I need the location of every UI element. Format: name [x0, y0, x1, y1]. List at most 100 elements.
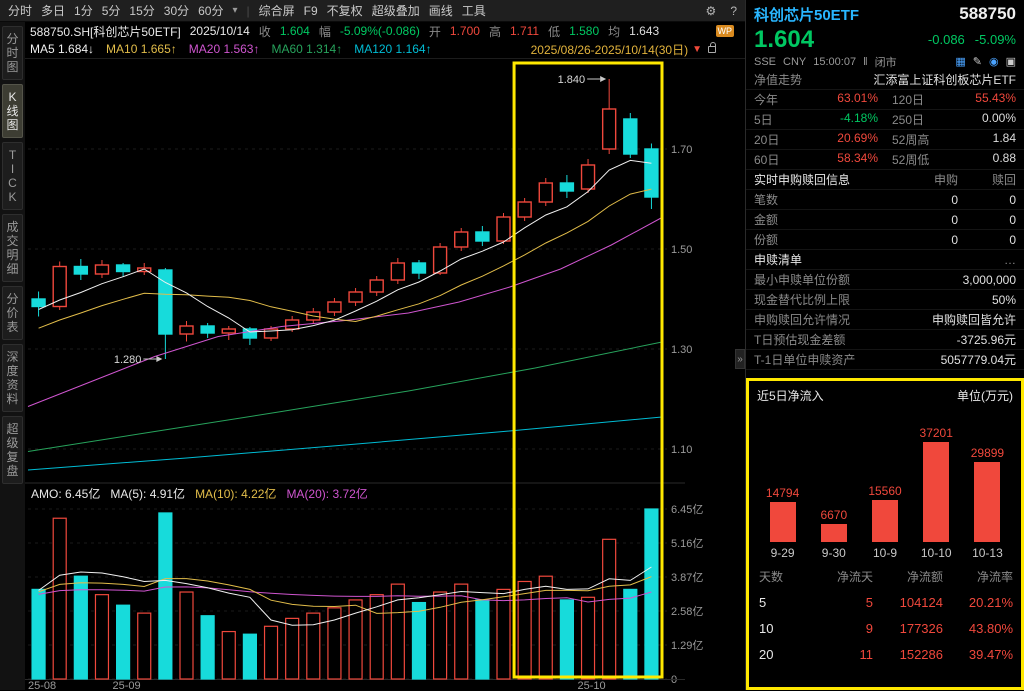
- performance-stats: 今年 63.01% 120日 55.43% 5日 -4.18% 250日 0.00% 20日 20…: [746, 90, 1024, 170]
- field-value-收: 1.604: [279, 24, 310, 38]
- toolbar-button-super-overlay[interactable]: 超级叠加: [371, 4, 420, 18]
- caret-down-icon: ▼: [692, 43, 702, 55]
- chart-side: 分时 多日 1分 5分 15分 30分 60分 ▾ | 综合屏 F9 不复权 超级叠加 画线 工具 ⚙? 分 …: [0, 0, 745, 691]
- detail-value: 50%: [991, 292, 1016, 307]
- kline-volume-chart[interactable]: 1.70 1.50 1.30 1.10 6.45亿 5.16亿 3.87亿 2.58亿 1.29…: [25, 59, 745, 691]
- svg-text:1.70: 1.70: [671, 144, 692, 156]
- etf-title-row: 科创芯片50ETF 588750: [746, 0, 1024, 26]
- sidebar-item-chaoji-fupan[interactable]: 超 级 复 盘: [2, 416, 23, 484]
- perf-pair-left: 20日 20.69%: [754, 131, 878, 148]
- flow-bar[interactable]: [820, 524, 847, 542]
- toolbar-button-composite-screen[interactable]: 综合屏: [258, 4, 295, 18]
- flow-table-row: 5 5 104124 20.21%: [757, 589, 1013, 615]
- perf-value: 0.00%: [981, 111, 1016, 125]
- toolbar-tab-60min[interactable]: 60分: [198, 4, 224, 18]
- column-redeem: 赎回: [991, 173, 1016, 187]
- sub-row-label: 金额: [754, 213, 779, 227]
- flow-bar-date: 10-13: [972, 546, 1003, 560]
- flow-table-cell: 39.47%: [968, 646, 1013, 662]
- toolbar-tab-fenshi[interactable]: 分时: [8, 4, 33, 18]
- ma-legend-ma120: MA120 1.164↑: [354, 42, 432, 56]
- sidebar-item-chengjiao-mingxi[interactable]: 成 交 明 细: [2, 214, 23, 282]
- market-status: 闭市: [874, 56, 897, 69]
- detail-row: 最小申赎单位份额 3,000,000: [746, 270, 1024, 290]
- sidebar-item-fenshi-tu[interactable]: 分 时 图: [2, 26, 23, 80]
- sub-row-label: 笔数: [754, 193, 779, 207]
- perf-label: 今年: [754, 93, 779, 107]
- flow-bar-date: 10-10: [920, 546, 952, 560]
- settings-icon[interactable]: ⚙: [705, 3, 717, 18]
- flow-bar[interactable]: [769, 502, 796, 542]
- flow-table-cell: 177326: [899, 620, 943, 636]
- flow-table-header-cell: 净流额: [906, 569, 943, 584]
- pencil-icon[interactable]: ✎: [972, 56, 982, 68]
- detail-row: 现金替代比例上限 50%: [746, 290, 1024, 310]
- flow-bar-column: 14794 9-29: [757, 405, 808, 561]
- flow-table-cell: 5: [759, 594, 767, 610]
- flow-bar[interactable]: [872, 500, 898, 542]
- detail-label: 最小申赎单位份额: [754, 273, 851, 287]
- perf-value: 55.43%: [975, 91, 1016, 105]
- subscription-list-header[interactable]: 申赎清单 …: [746, 250, 1024, 270]
- sidebar-item-tick[interactable]: T I C K: [2, 142, 23, 210]
- volume-legend-AMO: AMO: 6.45亿: [31, 487, 101, 501]
- svg-text:5.16亿: 5.16亿: [671, 537, 703, 550]
- toolbar-button-no-adjust[interactable]: 不复权: [326, 4, 363, 18]
- field-value-幅: -5.09%(-0.086): [339, 24, 420, 38]
- toolbar-button-f9[interactable]: F9: [303, 3, 318, 18]
- sidebar-item-shendu-ziliao[interactable]: 深 度 资 料: [2, 344, 23, 412]
- sidebar-item-kxian-tu[interactable]: K 线 图: [2, 84, 23, 138]
- date-range-control[interactable]: 2025/08/26-2025/10/14(30日) ▼: [531, 41, 716, 58]
- flow-bar-value: 6670: [820, 508, 848, 522]
- price-row: 1.604 -0.086 -5.09%: [746, 26, 1024, 53]
- perf-label: 60日: [754, 153, 780, 167]
- svg-text:1.29亿: 1.29亿: [671, 639, 703, 652]
- chart-icon[interactable]: ▦: [955, 56, 966, 68]
- flow-table-cell: 11: [859, 646, 874, 662]
- toolbar-button-tools[interactable]: 工具: [461, 4, 486, 18]
- toolbar-tab-15min[interactable]: 15分: [129, 4, 155, 18]
- toolbar-tab-30min[interactable]: 30分: [163, 4, 190, 18]
- quote-detail-panel: 科创芯片50ETF 588750 1.604 -0.086 -5.09% SSE…: [745, 0, 1024, 690]
- quote-info-bar: 588750.SH[科创芯片50ETF] 2025/10/14 收 1.604 幅 -5.…: [25, 22, 745, 40]
- status-icon-group: ▦ ✎ ◉ ▣: [955, 55, 1016, 68]
- column-subscribe: 申购: [933, 173, 958, 187]
- subscription-table: 实时申购赎回信息 申购 赎回 笔数 0 0 金额 0 0 份额 0 0: [746, 170, 1024, 250]
- period-dropdown-caret-icon[interactable]: ▾: [232, 5, 238, 16]
- more-icon[interactable]: …: [1004, 252, 1016, 267]
- perf-value: 0.88: [992, 151, 1016, 165]
- svg-text:25-09: 25-09: [113, 680, 141, 691]
- field-label-收: 收: [258, 24, 271, 39]
- left-sidebar: 分 时 图 K 线 图 T I C K 成 交 明 细分 价 表深 度 资 料超 级 …: [0, 22, 25, 690]
- performance-row: 60日 58.34% 52周低 0.88: [746, 150, 1024, 170]
- nav-label[interactable]: 净值走势: [754, 73, 803, 87]
- toolbar-tab-duori[interactable]: 多日: [41, 4, 66, 18]
- flow-table-row: 20 11 152286 39.47%: [757, 641, 1013, 667]
- help-icon[interactable]: ?: [730, 3, 737, 18]
- flow-bar-value: 29899: [970, 446, 1005, 460]
- toolbar-tab-1min[interactable]: 1分: [74, 4, 93, 18]
- net-inflow-panel: 近5日净流入 单位(万元) 14794 9-29 6670 9-30 15560 10-9…: [746, 378, 1024, 690]
- subscription-row: 份额 0 0: [746, 230, 1024, 250]
- field-label-开: 开: [428, 24, 441, 39]
- flow-table-cell: 10: [759, 620, 774, 636]
- net-inflow-table: 天数 净流天 净流额 净流率 5 5 104124 20.21% 10 9 177326 43.80%…: [757, 563, 1013, 667]
- flow-bar[interactable]: [974, 462, 1001, 542]
- sidebar-item-fenjia-biao[interactable]: 分 价 表: [2, 286, 23, 340]
- drop-icon[interactable]: ◉: [988, 56, 999, 68]
- performance-row: 20日 20.69% 52周高 1.84: [746, 130, 1024, 150]
- perf-label: 20日: [754, 133, 780, 147]
- window-icon[interactable]: ▣: [1005, 56, 1016, 68]
- svg-text:1.840: 1.840: [558, 74, 586, 86]
- wp-badge[interactable]: WP: [715, 25, 734, 37]
- subscription-header-row: 实时申购赎回信息 申购 赎回: [746, 170, 1024, 190]
- toolbar-button-draw-line[interactable]: 画线: [428, 4, 453, 18]
- perf-value: 1.84: [992, 131, 1016, 145]
- flow-bar[interactable]: [923, 442, 950, 542]
- workspace: 分 时 图 K 线 图 T I C K 成 交 明 细分 价 表深 度 资 料超 级 …: [0, 22, 745, 691]
- panel-collapse-button[interactable]: »: [735, 349, 745, 369]
- toolbar-tab-5min[interactable]: 5分: [101, 4, 121, 18]
- flow-bar-value: 15560: [868, 484, 902, 498]
- perf-pair-left: 今年 63.01%: [754, 91, 878, 108]
